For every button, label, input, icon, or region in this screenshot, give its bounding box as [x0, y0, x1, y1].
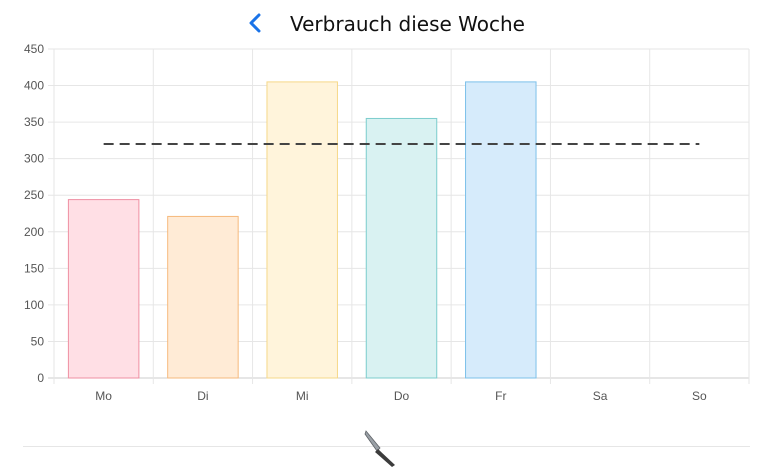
x-tick-label: Mi: [296, 389, 309, 403]
y-tick-label: 300: [24, 152, 44, 166]
y-tick-label: 50: [31, 334, 45, 348]
y-tick-label: 200: [24, 225, 44, 239]
y-tick-label: 350: [24, 115, 44, 129]
x-tick-label: Do: [394, 389, 410, 403]
page-header: Verbrauch diese Woche: [0, 0, 783, 48]
x-tick-label: Mo: [95, 389, 112, 403]
x-tick-label: Fr: [495, 389, 506, 403]
bar-mo: [67, 199, 140, 379]
footer-divider: [23, 446, 750, 447]
x-tick-label: Di: [197, 389, 208, 403]
bar-di: [167, 215, 239, 379]
chart-grid: [48, 48, 750, 384]
y-axis-ticks: 0 50 100 150 200 250 300 350 400 450: [24, 42, 44, 385]
y-tick-label: 150: [24, 261, 44, 275]
x-tick-label: So: [692, 389, 707, 403]
page-title: Verbrauch diese Woche: [290, 12, 525, 36]
bar-mi: [266, 81, 338, 379]
chart-bars: [67, 81, 537, 379]
y-tick-label: 250: [24, 188, 44, 202]
bar-fr: [465, 81, 537, 379]
y-tick-label: 450: [24, 42, 44, 56]
knife-icon: [364, 430, 395, 467]
x-tick-label: Sa: [593, 389, 608, 403]
x-axis-ticks: Mo Di Mi Do Fr Sa So: [95, 389, 707, 403]
y-tick-label: 100: [24, 298, 44, 312]
consumption-chart: 0 50 100 150 200 250 300 350 400 450 Mo Di Mi Do Fr Sa…: [24, 42, 750, 403]
chevron-left-icon[interactable]: [244, 10, 266, 36]
bar-do: [365, 117, 438, 379]
y-tick-label: 0: [37, 371, 44, 385]
y-tick-label: 400: [24, 79, 44, 93]
